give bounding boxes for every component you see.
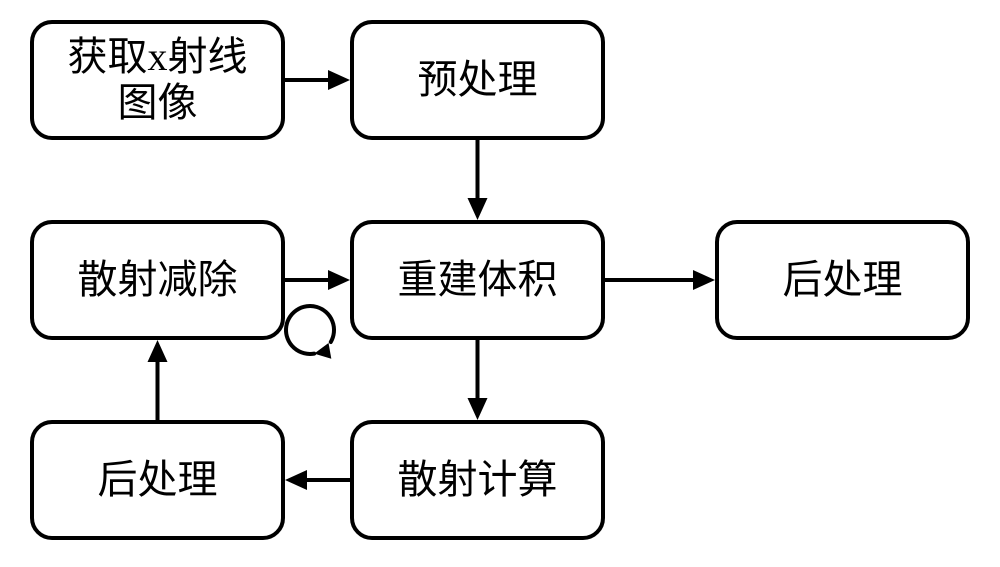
flowchart-canvas: 获取x射线 图像预处理散射减除重建体积后处理后处理散射计算 bbox=[0, 0, 1000, 567]
node-preprocess: 预处理 bbox=[350, 20, 605, 140]
edge-post1-subtract bbox=[148, 340, 168, 420]
node-reconstruct: 重建体积 bbox=[350, 220, 605, 340]
node-scattercalc: 散射计算 bbox=[350, 420, 605, 540]
edge-reconstruct-post2 bbox=[605, 270, 715, 290]
edge-reconstruct-scattercalc bbox=[468, 340, 488, 420]
loop-icon bbox=[286, 306, 334, 359]
node-subtract: 散射减除 bbox=[30, 220, 285, 340]
edge-acquire-preprocess bbox=[285, 70, 350, 90]
edge-scattercalc-post1 bbox=[285, 470, 350, 490]
edge-subtract-reconstruct bbox=[285, 270, 350, 290]
node-acquire: 获取x射线 图像 bbox=[30, 20, 285, 140]
node-post1: 后处理 bbox=[30, 420, 285, 540]
node-post2: 后处理 bbox=[715, 220, 970, 340]
edge-preprocess-reconstruct bbox=[468, 140, 488, 220]
